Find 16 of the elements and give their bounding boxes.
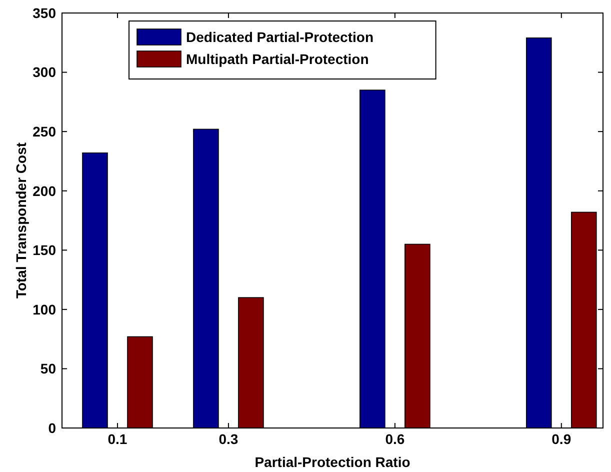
x-tick-label: 0.6 bbox=[385, 431, 405, 447]
x-axis-title: Partial-Protection Ratio bbox=[254, 454, 410, 470]
x-tick-label: 0.9 bbox=[552, 431, 572, 447]
y-tick-label: 0 bbox=[48, 420, 56, 436]
y-tick-label: 300 bbox=[32, 64, 56, 80]
y-axis-title: Total Transponder Cost bbox=[13, 142, 29, 299]
x-tick-label: 0.1 bbox=[108, 431, 128, 447]
y-tick-label: 100 bbox=[32, 301, 56, 318]
legend-label: Multipath Partial-Protection bbox=[186, 50, 369, 67]
y-tick-label: 50 bbox=[40, 360, 56, 377]
legend-label: Dedicated Partial-Protection bbox=[186, 28, 374, 45]
y-tick-label: 350 bbox=[32, 4, 56, 21]
y-tick-label: 250 bbox=[32, 123, 56, 140]
x-tick-label: 0.3 bbox=[218, 431, 238, 447]
y-tick-label: 200 bbox=[32, 182, 56, 199]
y-tick-label: 150 bbox=[32, 242, 56, 258]
